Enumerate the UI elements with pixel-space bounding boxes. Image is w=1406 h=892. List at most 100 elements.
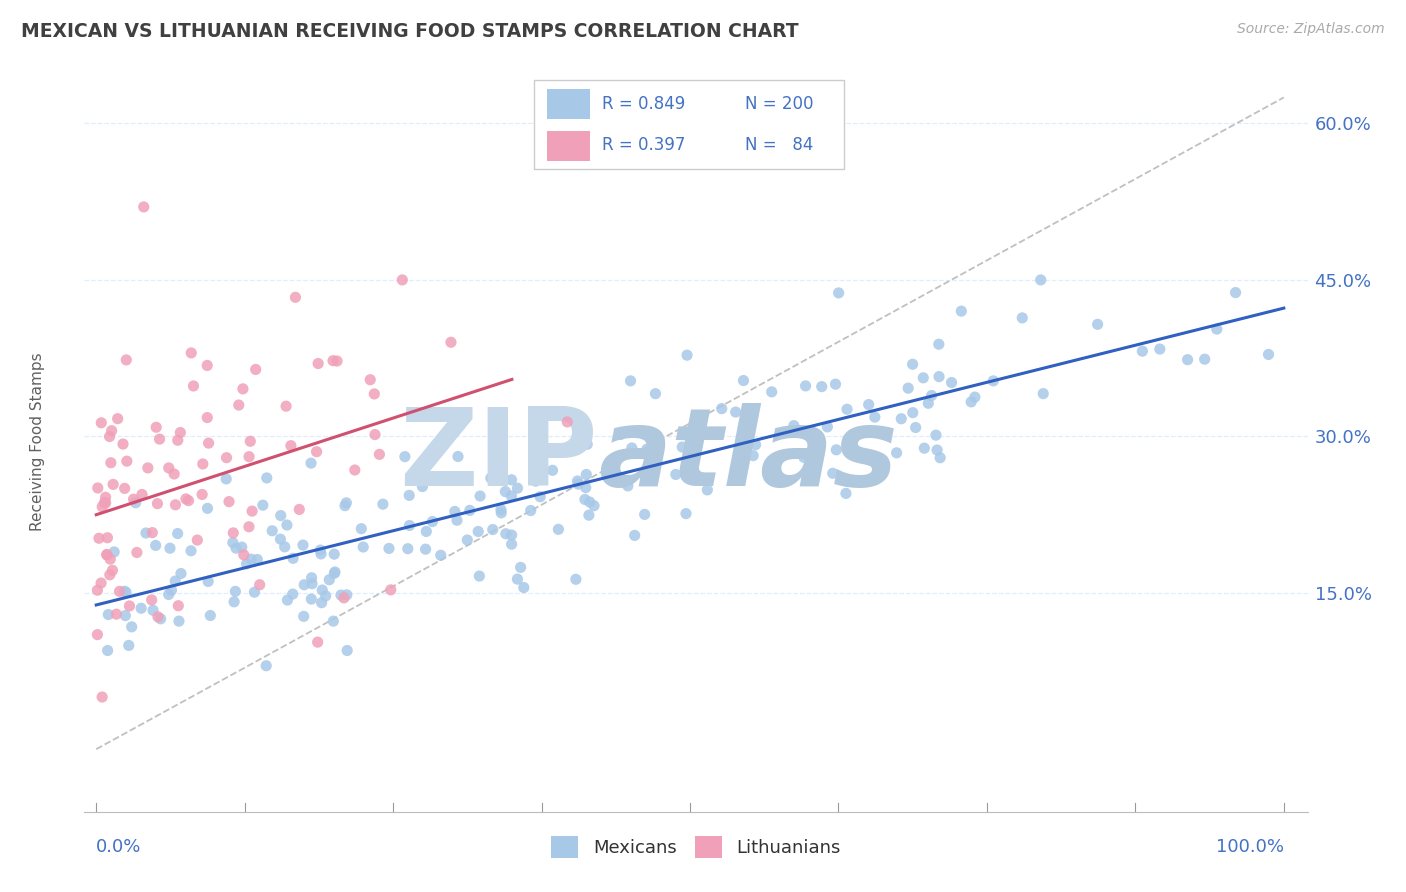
Point — [468, 489, 491, 503]
Point — [443, 504, 465, 518]
Point — [225, 541, 247, 555]
Point — [232, 548, 254, 562]
Point — [950, 304, 973, 318]
Point — [98, 552, 121, 566]
Point — [824, 377, 846, 392]
Point — [90, 416, 112, 430]
Point — [142, 603, 165, 617]
Point — [1130, 344, 1153, 359]
Point — [524, 474, 547, 488]
Point — [103, 545, 125, 559]
Point — [575, 481, 598, 495]
Point — [333, 499, 356, 513]
Point — [509, 560, 531, 574]
Point — [107, 411, 129, 425]
Point — [901, 357, 924, 371]
Point — [222, 535, 245, 549]
Point — [288, 502, 311, 516]
Point — [159, 541, 181, 556]
Point — [163, 467, 186, 481]
Text: Receiving Food Stamps: Receiving Food Stamps — [31, 352, 45, 531]
Point — [245, 362, 267, 376]
Point — [363, 387, 385, 401]
Point — [551, 405, 574, 419]
Text: 100.0%: 100.0% — [1216, 838, 1284, 855]
Point — [145, 420, 167, 434]
Point — [97, 643, 120, 657]
FancyBboxPatch shape — [534, 80, 844, 169]
Point — [609, 427, 631, 442]
Point — [359, 373, 381, 387]
Point — [519, 503, 541, 517]
Point — [299, 456, 322, 470]
Point — [307, 635, 329, 649]
Point — [501, 473, 523, 487]
Point — [146, 610, 169, 624]
Text: N = 200: N = 200 — [745, 95, 813, 113]
Point — [742, 449, 765, 463]
Point — [941, 376, 963, 390]
Point — [481, 523, 503, 537]
Point — [322, 614, 344, 628]
Point — [228, 398, 250, 412]
Point — [810, 379, 832, 393]
Point — [541, 463, 564, 477]
Point — [91, 690, 114, 704]
Point — [91, 500, 114, 514]
Point — [928, 337, 950, 351]
Point — [863, 410, 886, 425]
Point — [243, 585, 266, 599]
Point — [249, 578, 271, 592]
Point — [169, 425, 191, 440]
Point — [495, 526, 517, 541]
Point — [276, 518, 298, 533]
Point — [794, 379, 817, 393]
Point — [301, 576, 323, 591]
Point — [322, 353, 344, 368]
Text: atlas: atlas — [598, 403, 898, 509]
Point — [235, 557, 257, 571]
Point — [195, 410, 218, 425]
Point — [86, 583, 108, 598]
Point — [963, 390, 986, 404]
Point — [166, 434, 188, 448]
Point — [350, 522, 373, 536]
Point — [491, 506, 513, 520]
Point — [129, 601, 152, 615]
Point — [524, 417, 547, 431]
Point — [797, 425, 820, 440]
Point — [672, 427, 695, 442]
Point — [575, 467, 598, 482]
Point — [806, 430, 828, 444]
Point — [100, 456, 122, 470]
Point — [135, 526, 157, 541]
Point — [87, 531, 110, 545]
Point — [197, 436, 219, 450]
Point — [619, 374, 641, 388]
Point — [391, 273, 413, 287]
Point — [326, 354, 349, 368]
Point — [368, 447, 391, 461]
Point — [568, 440, 591, 454]
Point — [231, 540, 253, 554]
Point — [396, 541, 419, 556]
Point — [567, 477, 589, 491]
Point — [733, 374, 755, 388]
Point — [456, 533, 478, 547]
Point — [180, 543, 202, 558]
Point — [246, 552, 269, 566]
Point — [606, 468, 628, 483]
Point — [501, 489, 523, 503]
Point — [825, 442, 848, 457]
Point — [636, 442, 658, 457]
Point — [232, 382, 254, 396]
Point — [506, 481, 529, 495]
Point — [835, 486, 858, 500]
Point — [627, 425, 650, 439]
Point — [118, 639, 141, 653]
Point — [529, 490, 551, 504]
Point — [728, 467, 751, 482]
Point — [87, 481, 110, 495]
Point — [501, 528, 523, 542]
Point — [506, 572, 529, 586]
